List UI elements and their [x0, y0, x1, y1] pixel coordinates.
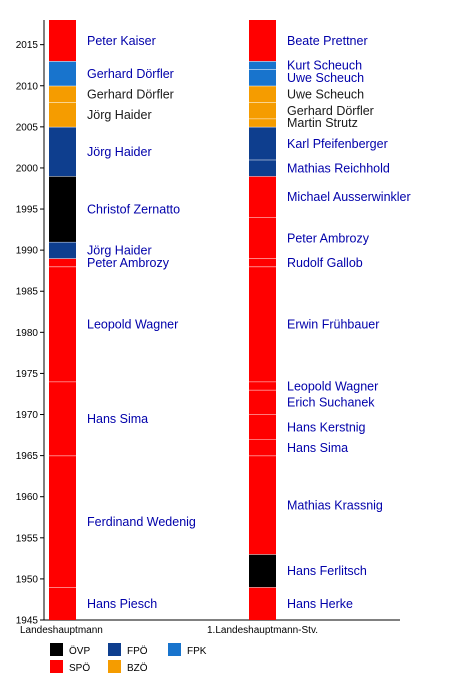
timeline-segment — [249, 102, 276, 119]
segment-name-label: Uwe Scheuch — [287, 71, 364, 85]
timeline-segment — [249, 389, 276, 415]
timeline-segment — [249, 20, 276, 62]
timeline-segment — [49, 20, 76, 62]
timeline-segment — [49, 587, 76, 620]
segment-name-label: Hans Ferlitsch — [287, 564, 367, 578]
timeline-segment — [49, 126, 76, 177]
segment-name-label: Erich Suchanek — [287, 396, 375, 410]
segment-name-label: Jörg Haider — [87, 108, 152, 122]
timeline-segment — [249, 381, 276, 390]
timeline-segment — [249, 439, 276, 456]
segment-name-label: Rudolf Gallob — [287, 256, 363, 270]
segment-name-label: Uwe Scheuch — [287, 87, 364, 101]
legend: ÖVP FPÖ FPK SPÖ BZÖ — [50, 643, 207, 674]
y-tick-label: 2005 — [16, 122, 39, 133]
segment-name-label: Michael Ausserwinkler — [287, 190, 411, 204]
segment-name-label: Hans Kerstnig — [287, 420, 366, 434]
timeline-segment — [249, 126, 276, 160]
segment-name-label: Leopold Wagner — [287, 379, 378, 393]
legend-swatch — [108, 660, 121, 673]
legend-label: FPÖ — [127, 645, 148, 657]
segment-name-label: Gerhard Dörfler — [287, 104, 374, 118]
timeline-segment — [249, 258, 276, 267]
segment-name-label: Ferdinand Wedenig — [87, 515, 196, 529]
timeline-segment — [49, 266, 76, 382]
segment-name-label: Jörg Haider — [87, 244, 152, 258]
timeline-segment — [249, 587, 276, 620]
segment-name-label: Peter Kaiser — [87, 34, 156, 48]
timeline-segment — [49, 241, 76, 259]
y-tick-label: 1945 — [16, 616, 39, 627]
segment-name-label: Peter Ambrozy — [87, 256, 170, 270]
segment-name-label: Hans Sima — [87, 412, 148, 426]
y-tick-label: 1955 — [16, 533, 39, 544]
legend-swatch — [108, 643, 121, 656]
segment-name-label: Karl Pfeifenberger — [287, 137, 388, 151]
segment-name-label: Hans Herke — [287, 597, 353, 611]
timeline-segment — [49, 102, 76, 127]
y-tick-label: 1970 — [16, 410, 39, 421]
timeline-segment — [49, 381, 76, 456]
legend-label: ÖVP — [69, 645, 90, 657]
y-tick-label: 1990 — [16, 246, 39, 257]
timeline-segment — [49, 85, 76, 103]
segment-name-label: Gerhard Dörfler — [87, 87, 174, 101]
timeline-segment — [249, 554, 276, 588]
segment-name-label: Hans Piesch — [87, 597, 157, 611]
segment-name-label: Jörg Haider — [87, 145, 152, 159]
legend-label: BZÖ — [127, 662, 148, 674]
y-tick-label: 1965 — [16, 451, 39, 462]
timeline-segment — [249, 217, 276, 259]
column-label-landeshauptmann-stv: 1.Landeshauptmann-Stv. — [207, 625, 318, 636]
timeline-segment — [49, 61, 76, 86]
landeshauptmann-column: Hans Piesch Ferdinand Wedenig Hans Sima Leo… — [49, 20, 196, 620]
column-labels: Landeshauptmann 1.Landeshauptmann-Stv. — [20, 625, 318, 636]
segment-name-label: Peter Ambrozy — [287, 231, 370, 245]
timeline-segment — [249, 159, 276, 177]
timeline-segment — [249, 455, 276, 555]
segment-name-label: Kurt Scheuch — [287, 59, 362, 73]
legend-label: FPK — [187, 646, 207, 657]
legend-swatch — [50, 643, 63, 656]
timeline-segment — [249, 61, 276, 70]
landeshauptmann-stv-column: Hans Herke Hans Ferlitsch Mathias Krassnig… — [249, 20, 411, 620]
y-axis: 1945 1950 1955 1960 1965 1970 1975 1980 1985 1990… — [16, 20, 400, 627]
y-tick-label: 2010 — [16, 81, 39, 92]
segment-name-label: Beate Prettner — [287, 34, 368, 48]
segment-name-label: Erwin Frühbauer — [287, 318, 379, 332]
timeline-segment — [249, 69, 276, 86]
timeline-segment — [249, 266, 276, 382]
y-tick-label: 1980 — [16, 328, 39, 339]
timeline-segment — [49, 455, 76, 588]
timeline-segment — [249, 414, 276, 440]
y-tick-label: 2015 — [16, 40, 39, 51]
segment-name-label: Mathias Krassnig — [287, 498, 383, 512]
timeline-segment — [249, 85, 276, 103]
y-tick-label: 1995 — [16, 205, 39, 216]
y-tick-label: 2000 — [16, 163, 39, 174]
y-tick-label: 1950 — [16, 574, 39, 585]
legend-swatch — [168, 643, 181, 656]
timeline-segment — [49, 176, 76, 242]
segment-name-label: Mathias Reichhold — [287, 161, 390, 175]
y-tick-label: 1975 — [16, 369, 39, 380]
segment-name-label: Leopold Wagner — [87, 318, 178, 332]
timeline-segment — [249, 176, 276, 218]
column-label-landeshauptmann: Landeshauptmann — [20, 625, 103, 636]
segment-name-label: Christof Zernatto — [87, 203, 180, 217]
y-tick-label: 1960 — [16, 492, 39, 503]
legend-swatch — [50, 660, 63, 673]
timeline-segment — [49, 258, 76, 267]
segment-name-label: Martin Strutz — [287, 116, 358, 130]
legend-label: SPÖ — [69, 662, 90, 674]
segment-name-label: Hans Sima — [287, 441, 348, 455]
segment-name-label: Gerhard Dörfler — [87, 67, 174, 81]
y-tick-label: 1985 — [16, 287, 39, 298]
timeline-segment — [249, 118, 276, 127]
